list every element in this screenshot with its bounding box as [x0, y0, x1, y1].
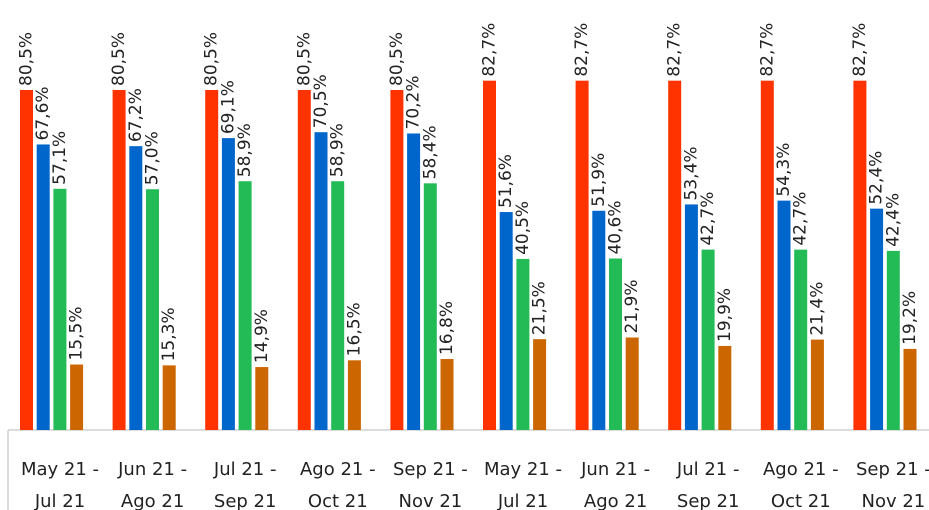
- x-tick-label: Jul 21 - Sep 21: [213, 459, 277, 510]
- bar: [440, 359, 454, 430]
- data-label: 21,5%: [530, 281, 550, 335]
- x-tick-label: Jun 21 - Ago 21: [118, 459, 188, 510]
- data-label: 82,7%: [757, 23, 777, 77]
- bar: [794, 249, 808, 430]
- bar: [347, 360, 361, 430]
- bar: [777, 200, 791, 430]
- data-label: 67,2%: [126, 88, 146, 142]
- x-tick-label: May 21 - Jul 21: [483, 459, 563, 510]
- x-tick-label: Jul 21 - Sep 21: [676, 459, 740, 510]
- x-tick-label: Sep 21 - Nov 21: [856, 459, 929, 510]
- bar: [499, 212, 513, 430]
- data-label: 57,0%: [143, 131, 163, 185]
- bar: [162, 365, 176, 430]
- bar: [129, 146, 143, 430]
- data-label: 67,6%: [33, 86, 53, 140]
- bar: [70, 364, 84, 430]
- bar: [53, 188, 67, 430]
- data-label: 58,9%: [328, 123, 348, 177]
- data-label: 16,5%: [344, 302, 364, 356]
- bar: [870, 208, 884, 430]
- data-label: 40,6%: [606, 200, 626, 254]
- data-label: 51,6%: [496, 154, 516, 208]
- bar: [221, 138, 235, 431]
- data-label: 69,1%: [218, 80, 238, 134]
- data-label: 15,5%: [67, 307, 87, 361]
- bar: [314, 132, 328, 430]
- data-label: 42,4%: [883, 193, 903, 247]
- bar: [423, 183, 437, 430]
- bar: [331, 181, 345, 430]
- data-label: 54,3%: [774, 143, 794, 197]
- data-label: 58,4%: [420, 125, 440, 179]
- bar: [533, 339, 547, 430]
- bar: [407, 133, 421, 430]
- x-tick-label: Ago 21 - Oct 21: [762, 459, 839, 510]
- data-label: 82,7%: [480, 23, 500, 77]
- data-label: 80,5%: [202, 32, 222, 86]
- data-label: 82,7%: [572, 23, 592, 77]
- bar: [625, 337, 639, 430]
- bar: [810, 339, 824, 430]
- data-label: 70,2%: [404, 75, 424, 129]
- bar: [112, 89, 126, 430]
- x-tick-label: Jun 21 - Ago 21: [581, 459, 651, 510]
- data-label: 21,4%: [807, 282, 827, 336]
- data-label: 82,7%: [850, 23, 870, 77]
- data-label: 21,9%: [622, 279, 642, 333]
- x-tick-label: Ago 21 - Oct 21: [299, 459, 376, 510]
- data-label: 42,7%: [698, 192, 718, 246]
- bar: [575, 80, 589, 430]
- data-label: 53,4%: [681, 146, 701, 200]
- data-label: 52,4%: [867, 151, 887, 205]
- data-label: 70,5%: [311, 74, 331, 128]
- bar: [20, 89, 33, 430]
- data-label: 19,2%: [900, 291, 920, 345]
- bar: [903, 348, 917, 430]
- bar: [701, 249, 715, 430]
- x-tick-label: May 21 - Jul 21: [20, 459, 100, 510]
- bar: [609, 258, 622, 430]
- bar: [684, 204, 698, 430]
- bar: [390, 89, 404, 430]
- bar: [668, 80, 682, 430]
- data-label: 14,9%: [252, 309, 272, 363]
- bar: [483, 80, 496, 430]
- data-label: 16,8%: [437, 301, 457, 355]
- data-label: 58,9%: [235, 123, 255, 177]
- data-label: 42,7%: [791, 192, 811, 246]
- bar: [146, 189, 159, 430]
- bar: [255, 367, 269, 430]
- bar: [718, 345, 732, 430]
- bar: [36, 144, 50, 431]
- bar: [238, 181, 252, 430]
- data-label: 80,5%: [387, 32, 407, 86]
- data-label: 57,1%: [50, 131, 70, 185]
- data-label: 51,9%: [589, 153, 609, 207]
- bar: [516, 258, 530, 430]
- bar: [853, 80, 867, 430]
- bar: [297, 89, 311, 430]
- data-label: 40,5%: [513, 201, 533, 255]
- data-label: 80,5%: [294, 32, 314, 86]
- data-label: 19,9%: [715, 288, 735, 342]
- bar: [592, 210, 606, 430]
- bar: [205, 89, 219, 430]
- data-label: 80,5%: [17, 32, 37, 86]
- bar: [760, 80, 774, 430]
- data-label: 15,3%: [159, 307, 179, 361]
- data-label: 80,5%: [109, 32, 129, 86]
- bar: [886, 250, 900, 430]
- x-tick-label: Sep 21 - Nov 21: [393, 459, 468, 510]
- data-label: 82,7%: [665, 23, 685, 77]
